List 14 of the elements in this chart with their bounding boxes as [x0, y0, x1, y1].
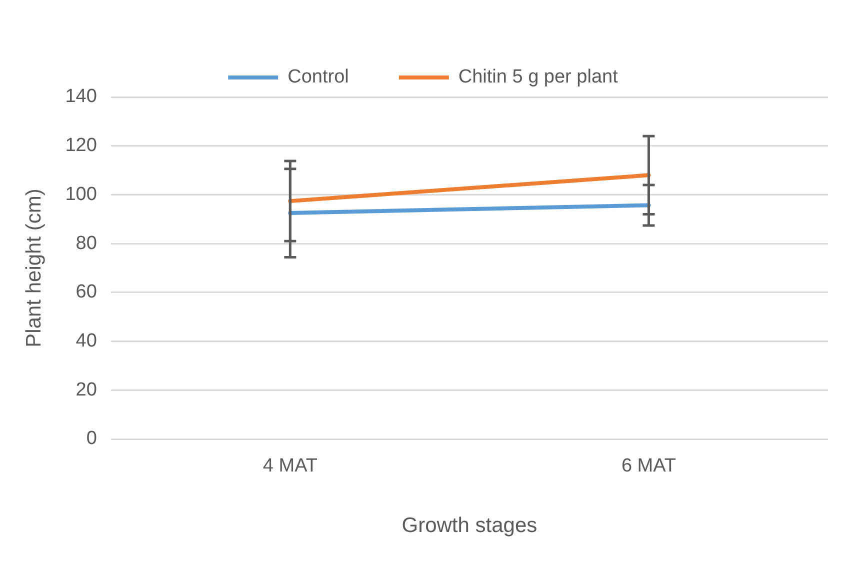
x-tick-label: 6 MAT	[621, 456, 676, 477]
y-tick-label: 140	[65, 86, 97, 108]
y-tick-label: 0	[86, 428, 97, 450]
legend-label: Chitin 5 g per plant	[458, 66, 619, 88]
y-tick-label: 20	[76, 379, 97, 400]
x-axis-title: Growth stages	[402, 514, 538, 538]
y-tick-label: 100	[65, 184, 97, 205]
y-tick-label: 60	[76, 282, 97, 303]
y-axis-title: Plant height (cm)	[22, 188, 46, 348]
legend-label: Control	[288, 66, 349, 88]
y-tick-label: 40	[76, 330, 97, 352]
x-tick-label: 4 MAT	[262, 456, 318, 477]
y-tick-label: 120	[65, 135, 97, 156]
y-tick-label: 80	[76, 232, 97, 254]
